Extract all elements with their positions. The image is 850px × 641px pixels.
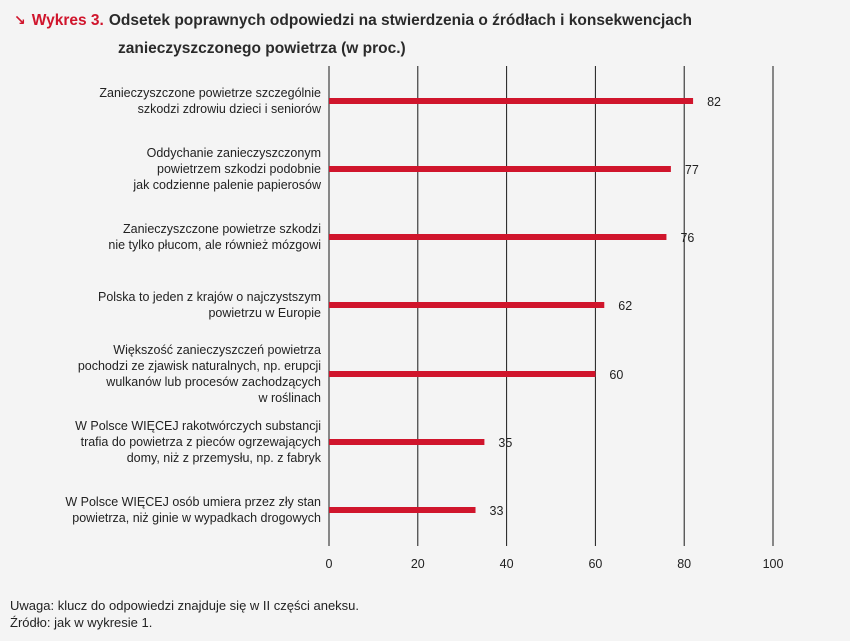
arrow-down-right-icon: ↘ — [14, 12, 26, 28]
value-label-2: 77 — [685, 163, 699, 177]
category-label-line: pochodzi ze zjawisk naturalnych, np. eru… — [78, 359, 321, 373]
x-tick-label-60: 60 — [588, 557, 602, 571]
category-label-line: Większość zanieczyszczeń powietrza — [113, 343, 321, 357]
category-label-line: szkodzi zdrowiu dzieci i seniorów — [138, 102, 322, 116]
chart-header: ↘ Wykres 3. Odsetek poprawnych odpowiedzi … — [14, 6, 834, 63]
title-line-2: zanieczyszczonego powietrza (w proc.) — [118, 40, 406, 57]
category-label-line: nie tylko płucom, ale również mózgowi — [108, 238, 321, 252]
category-label-line: powietrza, niż ginie w wypadkach drogowy… — [72, 511, 321, 525]
value-label-3: 76 — [680, 231, 694, 245]
x-tick-label-0: 0 — [326, 557, 333, 571]
category-label-3: Zanieczyszczone powietrze szkodzi nie tyl… — [108, 222, 321, 252]
category-label-5: Większość zanieczyszczeń powietrza pochod… — [78, 343, 321, 405]
category-label-line: W Polsce WIĘCEJ osób umiera przez zły st… — [65, 495, 321, 509]
category-label-line: Zanieczyszczone powietrze szczególnie — [99, 86, 321, 100]
bar-2 — [329, 166, 671, 172]
title-line-1: ↘ Wykres 3. Odsetek poprawnych odpowiedzi … — [14, 6, 834, 35]
bar-1 — [329, 98, 694, 104]
bar-4 — [329, 302, 605, 308]
note-text: Uwaga: klucz do odpowiedzi znajduje się … — [10, 598, 360, 613]
category-label-line: Oddychanie zanieczyszczonym — [147, 146, 321, 160]
category-label-4: Polska to jeden z krajów o najczystszym p… — [98, 290, 321, 320]
category-label-line: w roślinach — [257, 391, 321, 405]
category-label-7: W Polsce WIĘCEJ osób umiera przez zły st… — [65, 495, 321, 525]
category-label-line: trafia do powietrza z pieców ogrzewający… — [81, 435, 321, 449]
category-label-2: Oddychanie zanieczyszczonym powietrzem sz… — [132, 146, 322, 192]
value-label-1: 82 — [707, 95, 721, 109]
category-label-line: jak codzienne palenie papierosów — [132, 178, 322, 192]
category-label-line: wulkanów lub procesów zachodzących — [105, 375, 321, 389]
category-label-line: Zanieczyszczone powietrze szkodzi — [123, 222, 321, 236]
value-label-6: 35 — [498, 436, 512, 450]
category-label-line: powietrzem szkodzi podobnie — [157, 162, 321, 176]
value-label-7: 33 — [490, 504, 504, 518]
x-tick-label-100: 100 — [763, 557, 784, 571]
bar-5 — [329, 371, 596, 377]
chart-title: Odsetek poprawnych odpowiedzi na stwierd… — [108, 12, 692, 29]
category-label-line: W Polsce WIĘCEJ rakotwórczych substancji — [75, 419, 321, 433]
value-label-5: 60 — [609, 368, 623, 382]
category-label-line: domy, niż z przemysłu, np. z fabryk — [127, 451, 322, 465]
source-text: Źródło: jak w wykresie 1. — [10, 615, 153, 630]
bar-3 — [329, 234, 667, 240]
value-label-4: 62 — [618, 299, 632, 313]
bar-6 — [329, 439, 485, 445]
x-tick-label-40: 40 — [500, 557, 514, 571]
category-label-6: W Polsce WIĘCEJ rakotwórczych substancji… — [75, 419, 322, 465]
category-label-1: Zanieczyszczone powietrze szczególnie szk… — [99, 86, 322, 116]
chart-notes: Uwaga: klucz do odpowiedzi znajduje się … — [10, 597, 359, 631]
category-label-line: powietrzu w Europie — [208, 306, 321, 320]
bar-7 — [329, 507, 476, 513]
figure-label: Wykres 3. — [31, 12, 104, 29]
x-tick-label-20: 20 — [411, 557, 425, 571]
x-tick-label-80: 80 — [677, 557, 691, 571]
category-label-line: Polska to jeden z krajów o najczystszym — [98, 290, 321, 304]
